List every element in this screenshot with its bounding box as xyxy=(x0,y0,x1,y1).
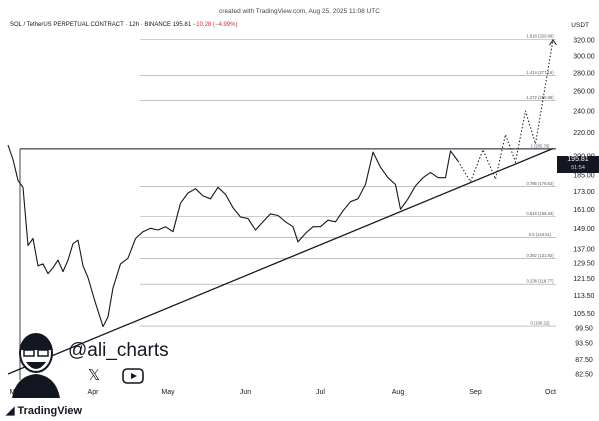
y-tick-label: 113.50 xyxy=(574,293,595,300)
badge-countdown: 51:54 xyxy=(571,165,585,171)
fib-label: 1.414 (277.16) xyxy=(526,70,554,75)
y-tick-label: 93.50 xyxy=(575,341,593,348)
fib-label: 0.382 (131.92) xyxy=(526,253,554,258)
y-tick-label: 320.00 xyxy=(573,38,595,45)
x-logo-icon[interactable]: 𝕏 xyxy=(88,367,101,384)
projection-path xyxy=(457,39,554,183)
x-axis: MarAprMayJunJulAugSepOct xyxy=(9,389,556,396)
x-tick-label: May xyxy=(161,389,175,396)
y-tick-label: 99.50 xyxy=(575,325,593,332)
avatar-illustration xyxy=(12,333,60,398)
y-tick-label: 82.50 xyxy=(575,372,593,379)
fib-levels: 1.618 (320.99) 1.414 (277.16) 1.272 (250.3… xyxy=(140,34,556,327)
x-tick-label: Oct xyxy=(545,389,556,396)
y-tick-label: 220.00 xyxy=(573,130,595,137)
x-tick-label: Jun xyxy=(240,389,251,396)
price-change: −10.28 (−4.99%) xyxy=(192,22,238,28)
author-handle[interactable]: @ali_charts xyxy=(68,340,169,361)
y-tick-label: 105.50 xyxy=(573,311,595,318)
tradingview-logo[interactable]: ◢ TradingView xyxy=(6,404,82,417)
y-tick-label: 137.00 xyxy=(573,247,595,254)
series-layer xyxy=(7,39,557,380)
currency-label: USDT xyxy=(571,22,589,29)
brand-label: TradingView xyxy=(17,405,83,417)
chart-caption: created with TradingView.com, Aug 25, 20… xyxy=(219,8,380,15)
fib-label: 0 (100.22) xyxy=(530,321,550,326)
last-price: 195.81 xyxy=(172,22,192,28)
y-tick-label: 280.00 xyxy=(573,70,595,77)
fib-label: 1.272 (250.36) xyxy=(526,95,554,100)
support-trendline xyxy=(7,147,554,375)
y-axis: 320.00300.00280.00260.00240.00220.00200.… xyxy=(573,38,595,379)
current-price-badge: 195.81 51:54 xyxy=(557,156,599,173)
x-tick-label: Jul xyxy=(316,389,325,396)
fib-label: 0.618 (156.33) xyxy=(526,211,554,216)
fib-label: 0.5 (143.61) xyxy=(529,232,552,237)
fib-label: 1.618 (320.99) xyxy=(526,34,554,39)
y-tick-label: 173.00 xyxy=(573,189,595,196)
y-tick-label: 87.50 xyxy=(575,357,593,364)
badge-price: 195.81 xyxy=(567,156,589,163)
y-tick-label: 300.00 xyxy=(573,53,595,60)
x-tick-label: Sep xyxy=(469,389,482,396)
price-line xyxy=(7,144,459,328)
y-tick-label: 240.00 xyxy=(573,108,595,115)
symbol-info: SOL / TetherUS PERPETUAL CONTRACT · 12h … xyxy=(10,22,237,28)
fib-label: 0.786 (176.62) xyxy=(526,181,554,186)
y-tick-label: 185.00 xyxy=(573,173,595,180)
x-tick-label: Aug xyxy=(392,389,405,396)
y-tick-label: 129.50 xyxy=(573,260,595,267)
y-tick-label: 161.00 xyxy=(573,207,595,214)
y-tick-label: 260.00 xyxy=(573,89,595,96)
fib-label: 0.236 (118.77) xyxy=(527,279,555,284)
y-tick-label: 121.50 xyxy=(573,276,595,283)
projection-arrowhead xyxy=(549,39,557,46)
x-tick-label: Apr xyxy=(88,389,100,396)
symbol-name[interactable]: SOL / TetherUS PERPETUAL CONTRACT · 12h … xyxy=(10,22,172,28)
tradingview-logo-icon: ◢ xyxy=(6,405,18,417)
y-tick-label: 149.00 xyxy=(573,226,595,233)
fib-label: 1 (205.76) xyxy=(530,143,550,148)
youtube-icon[interactable] xyxy=(122,368,144,384)
